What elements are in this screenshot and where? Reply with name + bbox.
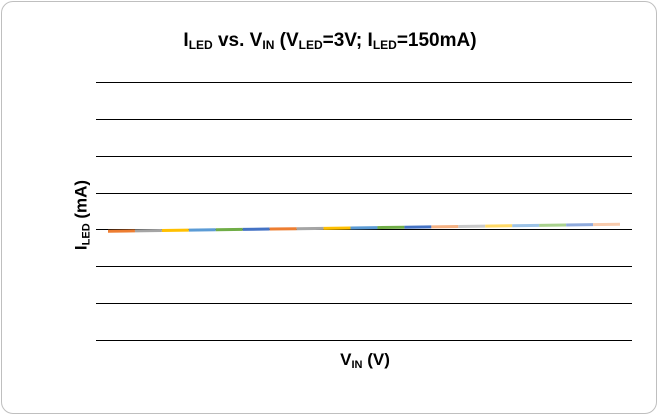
series-line bbox=[107, 222, 621, 233]
gridlines bbox=[96, 82, 632, 341]
chart-title: ILED vs. VIN (VLED=3V; ILED=150mA) bbox=[183, 30, 477, 52]
x-axis-label: VIN (V) bbox=[340, 350, 390, 371]
